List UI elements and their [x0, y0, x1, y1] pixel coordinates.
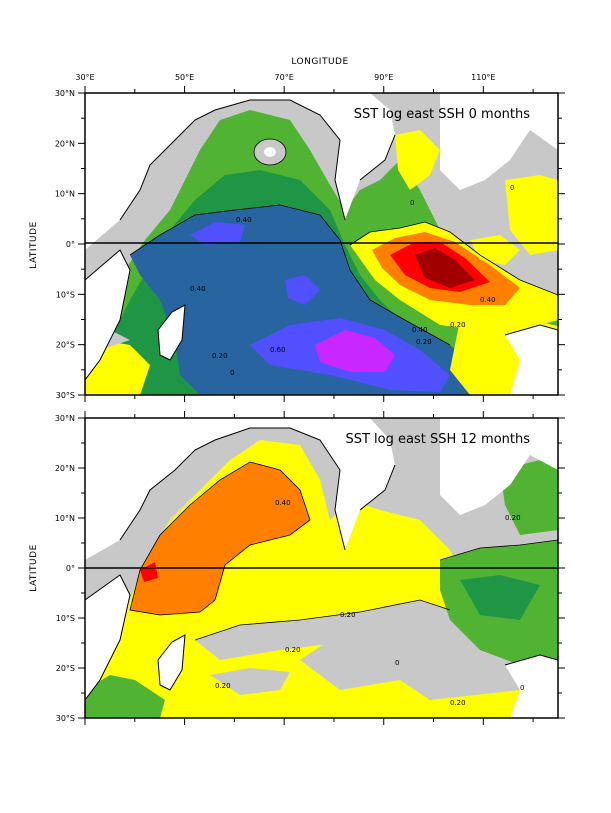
panel-top-contour-labels: 0.40 0 0.40 0.40 0.20 0.20 0.40 0.20 0.6…: [190, 184, 514, 377]
contour-label: 0.20: [450, 699, 466, 707]
panel-top-title: SST log east SSH 0 months: [354, 107, 531, 122]
contour-label: 0.40: [480, 296, 496, 304]
contour-label: 0: [520, 684, 524, 692]
contour-label: 0: [230, 369, 234, 377]
x-tick-label: 90°E: [374, 73, 393, 82]
y-tick-label: 30°S: [56, 714, 75, 723]
y-tick-label: 20°N: [55, 139, 75, 148]
contour-label: 0.20: [450, 321, 466, 329]
axes: 30°N 20°N 10°N 0° 10°S 20°S 30°S 30°N 20°N 10°N 0°…: [55, 73, 565, 725]
y-tick-label: 10°S: [56, 614, 75, 623]
panel-bottom-title: SST log east SSH 12 months: [345, 432, 530, 447]
contour-label: 0.40: [190, 285, 206, 293]
x-tick-label: 70°E: [275, 73, 294, 82]
contour-label: 0.20: [416, 338, 432, 346]
x-tick-label: 30°E: [75, 73, 94, 82]
contour-label: 0.20: [285, 646, 301, 654]
contour-label: 0: [510, 184, 514, 192]
contour-label: 0.60: [270, 346, 286, 354]
y-tick-label: 20°S: [56, 664, 75, 673]
panel-bottom-contour-labels: 0.40 0.20 0.20 0.20 0 0.20 0.20 0: [215, 499, 524, 707]
y-tick-label: 0°: [66, 564, 75, 573]
contour-label: 0.20: [212, 352, 228, 360]
y-tick-label: 10°N: [55, 190, 75, 199]
contour-label: 0.20: [340, 611, 356, 619]
x-axis-label: LONGITUDE: [291, 57, 348, 67]
y-tick-label: 30°N: [55, 414, 75, 423]
x-tick-label: 110°E: [471, 73, 495, 82]
y-tick-label: 10°S: [56, 290, 75, 299]
y-tick-label: 30°N: [55, 89, 75, 98]
y-tick-label: 0°: [66, 240, 75, 249]
y-axis-label-bottom: LATITUDE: [29, 544, 39, 592]
y-tick-label: 20°N: [55, 464, 75, 473]
y-tick-label: 20°S: [56, 341, 75, 350]
y-tick-label: 10°N: [55, 514, 75, 523]
panel-bottom: SST log east SSH 12 months 0.40 0.20 0.2…: [84, 417, 559, 719]
contour-label: 0: [410, 199, 414, 207]
contour-label: 0.20: [505, 514, 521, 522]
panel-top: SST log east SSH 0 months 0.40 0 0.40 0.…: [84, 92, 559, 396]
contour-label: 0.40: [236, 216, 252, 224]
contour-label: 0.20: [215, 682, 231, 690]
contour-label: 0.40: [412, 326, 428, 334]
x-tick-label: 50°E: [175, 73, 194, 82]
contour-label: 0: [395, 659, 399, 667]
panel-top-field: [85, 93, 558, 395]
contour-label: 0.40: [275, 499, 291, 507]
y-tick-label: 30°S: [56, 391, 75, 400]
y-axis-label-top: LATITUDE: [29, 221, 39, 269]
